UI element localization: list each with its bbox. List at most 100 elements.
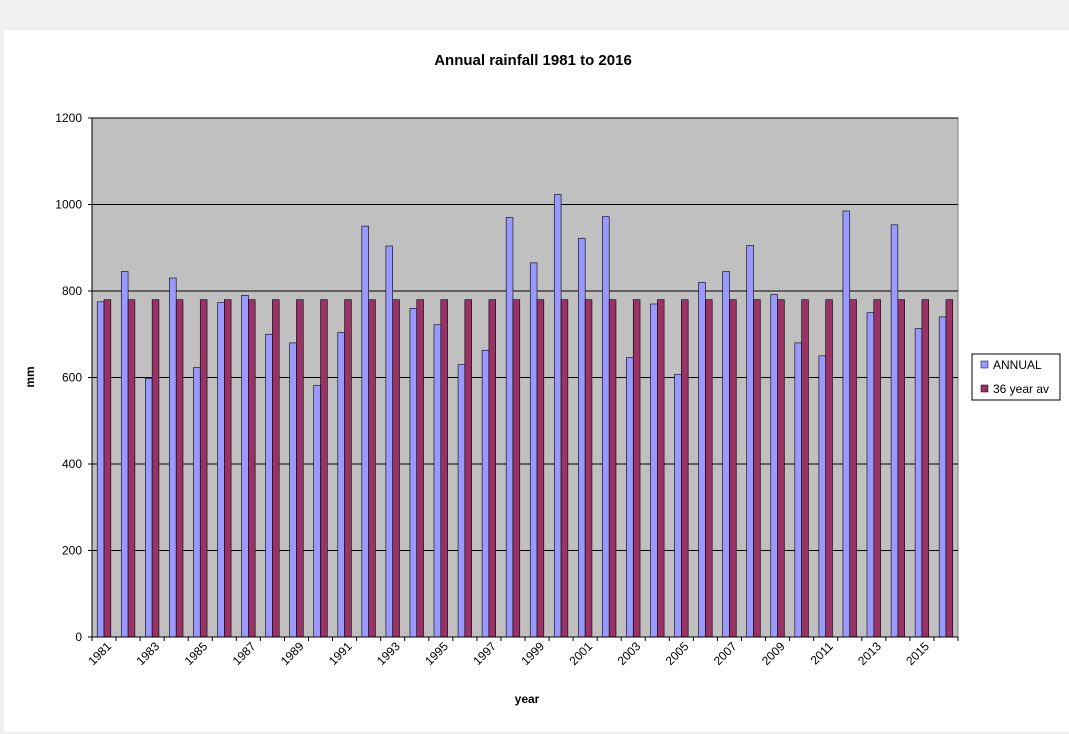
bar-annual-1983 [145,378,153,638]
bar-average-1992 [368,299,376,638]
bar-annual-1994 [409,307,418,638]
legend-swatch-annual [980,360,989,369]
bar-annual-2001 [578,237,586,638]
bar-average-1985 [199,299,208,638]
bar-average-2001 [584,299,593,638]
bar-annual-1982 [120,271,129,638]
x-tick-label: 2015 [903,639,932,668]
bar-annual-1985 [193,367,201,638]
chart-title: Annual rainfall 1981 to 2016 [434,52,632,69]
bar-annual-1987 [241,295,249,638]
bar-average-2006 [705,299,713,638]
bar-average-2005 [681,299,689,638]
x-tick-label: 1993 [374,639,403,668]
bar-average-1999 [536,299,545,638]
bar-average-1984 [175,299,184,638]
bar-annual-2008 [746,245,754,638]
x-tick-label: 2001 [566,639,595,668]
bar-average-1993 [392,299,400,638]
bar-average-1981 [103,299,112,638]
bar-average-1995 [440,299,448,638]
bar-annual-1999 [529,262,538,638]
bar-average-2010 [801,299,809,638]
x-tick-label: 2005 [663,639,692,668]
bar-average-2015 [921,299,930,638]
bar-annual-1996 [457,364,466,638]
bar-average-2016 [945,299,954,638]
bar-average-2014 [897,299,905,638]
y-tick-label: 600 [62,371,82,385]
bar-annual-2015 [914,328,923,638]
bar-annual-1981 [96,301,105,638]
legend: ANNUAL 36 year av [971,353,1061,401]
bar-annual-2000 [553,194,562,638]
x-tick-label: 1985 [182,639,211,668]
x-tick-label: 1987 [230,639,259,668]
y-tick-label: 1000 [55,198,82,212]
bar-average-2004 [657,299,665,638]
bar-average-1983 [151,299,160,638]
bar-average-2012 [849,299,857,638]
bar-average-1997 [488,299,497,638]
bar-average-2002 [608,299,617,638]
bar-annual-1995 [433,324,442,638]
bar-annual-1991 [337,332,345,638]
legend-label-annual: ANNUAL [993,358,1042,372]
bar-annual-1986 [217,302,225,638]
bar-annual-2005 [674,374,682,638]
legend-swatch-average [980,384,989,393]
x-tick-label: 1981 [85,639,114,668]
y-tick-label: 200 [62,544,82,558]
x-tick-label: 1989 [278,639,307,668]
bar-average-1996 [464,299,472,638]
bar-average-2011 [825,299,833,638]
x-tick-label: 2007 [711,639,740,668]
bar-average-2000 [560,299,569,638]
bars-group [96,194,954,638]
bar-annual-1997 [481,349,490,638]
x-tick-label: 2013 [855,639,884,668]
chart-frame: Annual rainfall 1981 to 2016 0 200 400 600 8… [4,30,1069,732]
bar-average-2007 [729,299,737,638]
bar-annual-1998 [505,217,514,638]
bar-annual-2002 [602,216,610,638]
bar-annual-2003 [626,357,634,638]
x-axis-label: year [515,692,540,706]
bar-annual-1984 [169,277,177,638]
y-tick-label: 800 [62,284,82,298]
bar-average-1988 [272,299,280,638]
bar-annual-2004 [650,303,658,638]
bar-annual-2013 [866,312,875,638]
bar-annual-2007 [722,271,730,638]
y-tick-label: 1200 [55,111,82,125]
chart-svg: Annual rainfall 1981 to 2016 0 200 400 600 8… [23,52,1061,706]
bar-annual-2014 [890,224,899,638]
y-ticks: 0 200 400 600 800 1000 1200 [55,111,92,644]
bar-annual-2006 [698,282,706,638]
y-axis-label: mm [23,366,37,387]
bar-annual-1989 [289,342,297,638]
bar-average-2008 [753,299,761,638]
bar-annual-2010 [794,342,802,638]
bar-annual-2009 [770,294,778,638]
bar-average-1987 [248,299,256,638]
bar-annual-1992 [361,225,369,638]
bar-average-1989 [296,299,304,638]
bar-annual-2016 [938,316,947,638]
x-tick-label: 2003 [615,639,644,668]
bar-average-1990 [320,299,328,638]
bar-annual-2011 [818,355,826,638]
bar-average-2009 [777,299,785,638]
x-tick-label: 1991 [326,639,355,668]
x-tick-label: 1983 [133,639,162,668]
x-tick-label: 1995 [422,639,451,668]
bar-average-2013 [873,299,881,638]
bar-annual-2012 [842,210,851,638]
x-tick-label: 1997 [470,639,499,668]
y-tick-label: 400 [62,457,82,471]
x-ticks: 1981 1983 1985 1987 1989 1991 1993 1995 1997 1999… [85,637,959,668]
bar-annual-1988 [265,333,273,638]
bar-average-1991 [344,299,352,638]
y-tick-label: 0 [75,630,82,644]
bar-average-2003 [632,299,641,638]
